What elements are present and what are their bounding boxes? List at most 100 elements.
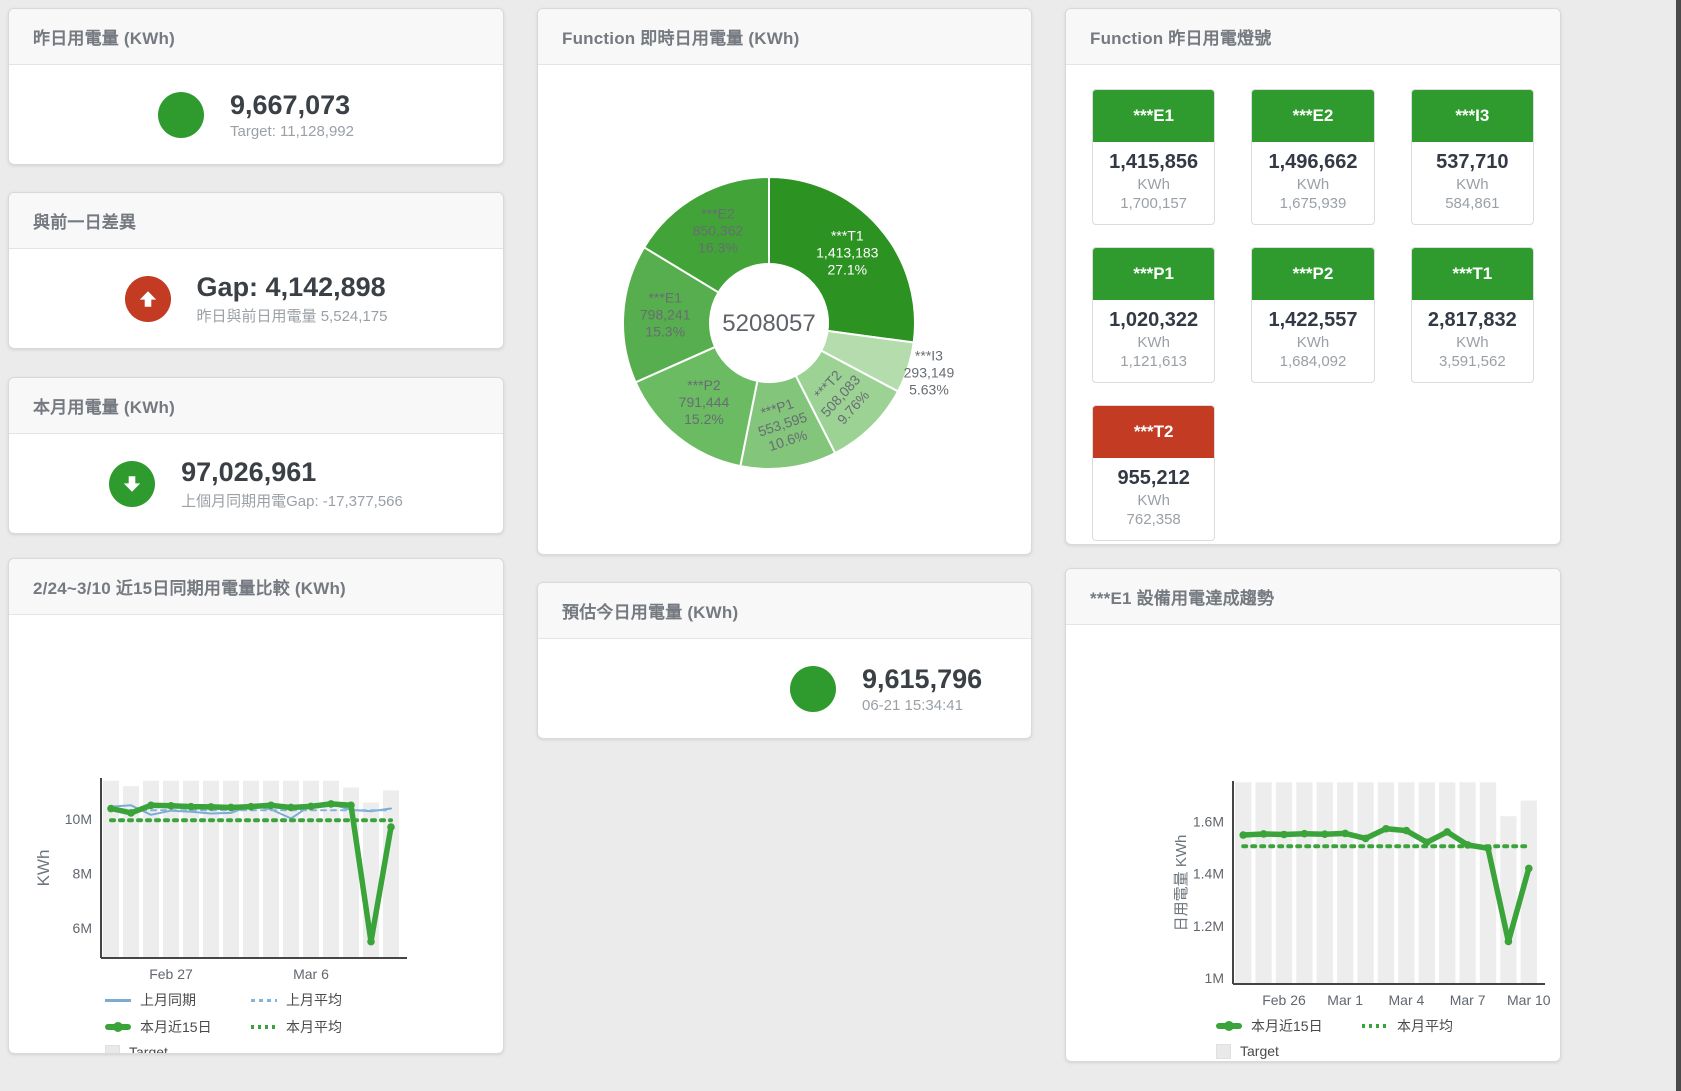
stat-body: 9,615,796 06-21 15:34:41: [538, 639, 1031, 738]
light-tile-name: ***P1: [1093, 248, 1215, 300]
series-point: [187, 802, 195, 811]
target-bar: [1235, 782, 1252, 984]
card-title: 預估今日用電量 (KWh): [562, 603, 739, 622]
target-bar: [203, 780, 219, 958]
legend-swatch-icon: [1362, 1024, 1388, 1028]
legend-label: Target: [129, 1044, 168, 1054]
x-tick-label: Feb 26: [1262, 992, 1306, 1008]
light-tile-body: 1,415,856 KWh 1,700,157: [1093, 142, 1214, 224]
legend-item-本月平均[interactable]: 本月平均: [1362, 1016, 1508, 1036]
donut-label: ***E1 798,241 15.3%: [640, 289, 691, 339]
legend-item-Target[interactable]: Target: [1216, 1043, 1362, 1059]
card-header: 2/24~3/10 近15日同期用電量比較 (KWh): [9, 559, 503, 615]
donut-slice-E2[interactable]: [642, 175, 770, 294]
series-point: [327, 800, 335, 808]
light-tile-target: 1,700,157: [1120, 195, 1188, 212]
light-tile: ***T1 2,817,832 KWh 3,591,562: [1410, 247, 1534, 383]
donut-label: ***E2 850,362 16.3%: [693, 205, 744, 255]
y-tick-label: 1.2M: [1193, 918, 1224, 934]
target-bar: [103, 780, 119, 958]
series-point: [127, 809, 135, 817]
legend-item-Target[interactable]: Target: [105, 1044, 251, 1054]
light-tile-unit: KWh: [1137, 334, 1170, 351]
legend-label: 本月近15日: [1251, 1018, 1323, 1034]
target-bar: [1275, 782, 1293, 984]
series-point: [207, 803, 215, 811]
stat-value: 97,026,961: [181, 456, 317, 487]
y-tick-label: 6M: [73, 920, 92, 936]
status-circle-icon: [790, 665, 836, 712]
legend-item-本月近15日[interactable]: 本月近15日: [105, 1017, 251, 1037]
target-bar: [1459, 782, 1476, 984]
donut-slice-T1[interactable]: [768, 175, 916, 344]
window-edge: [1676, 0, 1681, 1091]
series-point: [367, 937, 375, 946]
target-bar: [1316, 782, 1333, 984]
y-tick-label: 1.6M: [1193, 813, 1224, 829]
light-tile-name: ***T1: [1411, 248, 1533, 300]
series-point: [107, 804, 115, 813]
target-bar: [1479, 782, 1497, 984]
light-tile-value: 537,710: [1436, 151, 1509, 173]
legend-item-上月同期[interactable]: 上月同期: [105, 990, 251, 1010]
donut-center-total: 5208057: [722, 310, 815, 337]
legend-item-本月近15日[interactable]: 本月近15日: [1216, 1016, 1362, 1036]
series-point: [1341, 829, 1349, 838]
card-yesterday-lights: Function 昨日用電燈號 ***E1 1,415,856 KWh 1,700,1…: [1065, 8, 1561, 545]
series-point: [1300, 829, 1309, 838]
donut-label: ***P2 791,444 15.2%: [679, 377, 730, 427]
light-tile-target: 1,675,939: [1279, 195, 1347, 212]
series-point: [267, 801, 275, 810]
series-point: [307, 802, 315, 811]
realtime-donut-chart[interactable]: ***T1 1,413,183 27.1%***I3 293,149 5.63%***T…: [538, 65, 1029, 552]
donut-slice-E1[interactable]: [622, 245, 720, 384]
light-tile-unit: KWh: [1296, 176, 1330, 193]
light-tile-value: 1,020,322: [1109, 309, 1199, 331]
donut-slice-P2[interactable]: [634, 345, 759, 468]
light-tile: ***E1 1,415,856 KWh 1,700,157: [1092, 89, 1216, 225]
series-point: [1402, 826, 1411, 835]
card-yesterday-usage: 昨日用電量 (KWh) 9,667,073 Target: 11,128,992: [8, 8, 504, 165]
light-tile: ***P2 1,422,557 KWh 1,684,092: [1251, 247, 1375, 383]
x-tick-label: Mar 6: [293, 966, 329, 982]
light-tile-unit: KWh: [1456, 176, 1489, 193]
light-tile-unit: KWh: [1456, 334, 1489, 351]
series-point: [167, 802, 175, 810]
light-tile-value: 1,496,662: [1268, 151, 1358, 173]
trend-legend: 本月近15日 本月平均 Target: [1216, 1016, 1546, 1059]
light-tile: ***T2 955,212 KWh 762,358: [1092, 405, 1216, 541]
legend-item-本月平均[interactable]: 本月平均: [251, 1017, 397, 1037]
compare-chart[interactable]: 6M 8M 10M Feb 27 Mar 6 KWh: [9, 615, 501, 983]
target-bar: [1377, 782, 1395, 984]
series-point: [387, 823, 395, 831]
card-header: ***E1 設備用電達成趨勢: [1066, 569, 1560, 625]
light-tile-name: ***E2: [1252, 90, 1374, 142]
status-circle-icon: [158, 91, 204, 138]
x-tick-label: Feb 27: [149, 966, 193, 982]
target-bar: [323, 780, 339, 958]
donut-label: ***T1 1,413,183 27.1%: [816, 228, 878, 278]
legend-item-上月平均[interactable]: 上月平均: [251, 990, 397, 1010]
target-bar: [1255, 782, 1272, 984]
light-tile-name: ***E1: [1093, 90, 1215, 142]
light-tile: ***P1 1,020,322 KWh 1,121,613: [1092, 247, 1216, 383]
series-point: [347, 801, 355, 810]
target-bar: [1337, 782, 1354, 984]
series-point: [1239, 831, 1247, 839]
target-bar: [1500, 816, 1517, 984]
series-point: [1443, 828, 1451, 836]
trend-chart[interactable]: 1M 1.2M 1.4M 1.6M Feb 26 Mar 1 Mar 4 Mar 7 Mar 1…: [1066, 625, 1558, 1009]
series-point: [1361, 834, 1370, 843]
light-tile-body: 537,710 KWh 584,861: [1412, 142, 1533, 224]
series-point: [227, 803, 235, 812]
card-header: 預估今日用電量 (KWh): [538, 583, 1031, 639]
lights-grid: ***E1 1,415,856 KWh 1,700,157 ***E2 1,496,662…: [1066, 65, 1560, 544]
light-tile-unit: KWh: [1296, 334, 1330, 351]
card-title: Function 即時日用電量 (KWh): [562, 29, 800, 48]
series-point: [1504, 937, 1513, 946]
card-header: Function 昨日用電燈號: [1066, 9, 1560, 65]
light-tile-unit: KWh: [1137, 176, 1170, 193]
card-estimated-today: 預估今日用電量 (KWh) 9,615,796 06-21 15:34:41: [537, 582, 1032, 739]
stat-body: 97,026,961 上個月同期用電Gap: -17,377,566: [9, 434, 503, 533]
legend-swatch-icon: [1216, 1023, 1242, 1029]
